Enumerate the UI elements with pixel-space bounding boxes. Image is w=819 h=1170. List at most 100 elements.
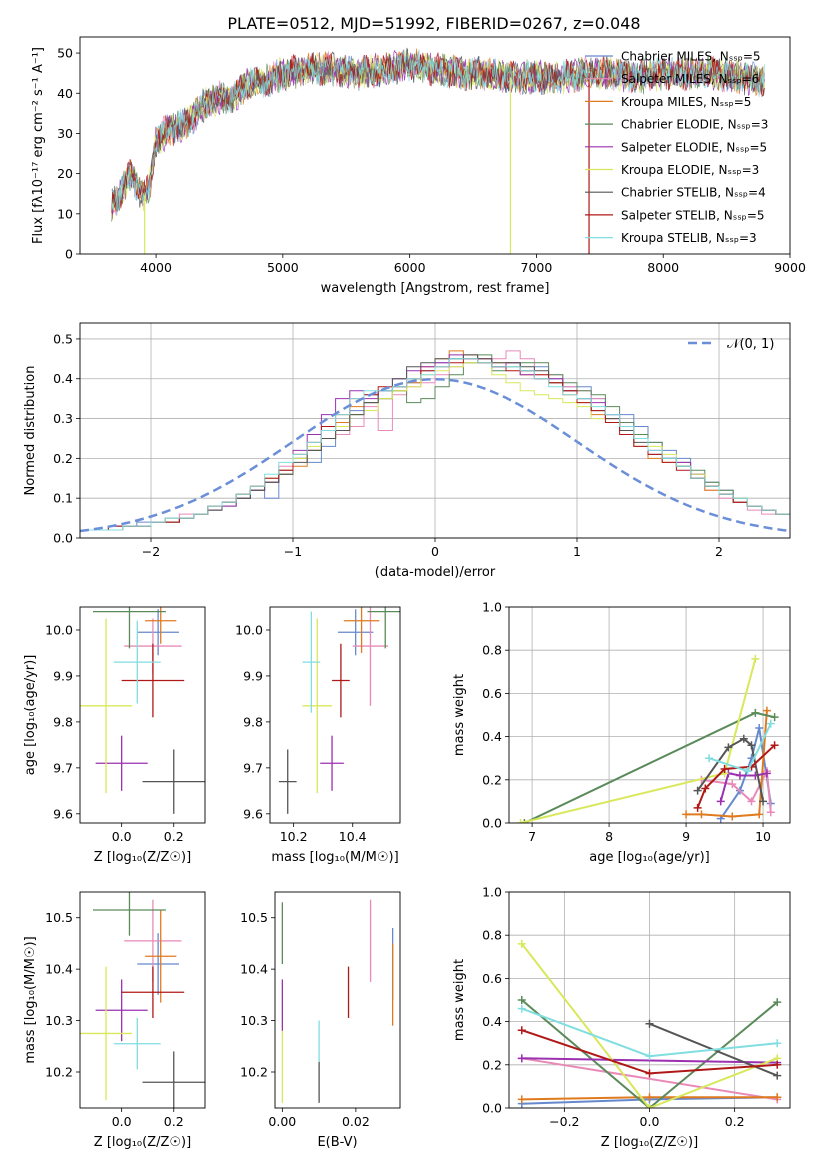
y-tick-label: 10.2: [45, 1065, 73, 1080]
axes-frame: [79, 606, 206, 824]
y-tick-label: 0.6: [482, 686, 502, 701]
weight-marker: [697, 810, 706, 819]
y-tick-label: 9.7: [243, 760, 263, 775]
weight-marker: [517, 1054, 526, 1063]
panel-age-vs-Z: 0.0 0.2 9.6 9.7 9.8 9.9 10.0 Z [log₁₀(Z/Z☉)] age…: [23, 606, 206, 865]
y-axis-label: age [log₁₀(age/yr)]: [23, 655, 38, 776]
y-tick-label: 0.0: [482, 816, 502, 831]
y-tick-label: 50: [57, 46, 73, 61]
y-tick-label: 0.0: [53, 531, 73, 546]
weight-marker: [716, 797, 725, 806]
weight-marker: [773, 1093, 782, 1102]
weight-marker: [728, 812, 737, 821]
y-tick-label: 0.4: [482, 729, 502, 744]
legend-entry: Salpeter MILES, Nₛₛₚ=6: [621, 72, 759, 86]
error-bar-point: [278, 749, 297, 814]
axes-frame: [269, 606, 401, 824]
weight-marker: [762, 706, 771, 715]
weight-marker: [770, 713, 779, 722]
error-bar-point: [137, 933, 179, 995]
x-tick-label: 8: [605, 829, 613, 844]
weight-marker: [645, 1093, 654, 1102]
histogram-series: [80, 362, 790, 531]
panel-mass-weight-vs-age: 7 8 9 10 0.0 0.2 0.4 0.6 0.8 1.0 age [log₁₀(age/yr…: [452, 600, 791, 865]
weight-marker: [755, 723, 764, 732]
y-tick-label: 10.5: [240, 910, 268, 925]
x-tick-label: −0.2: [549, 1114, 579, 1129]
y-axis-label: Flux [fλ10⁻¹⁷ erg cm⁻² s⁻¹ A⁻¹]: [31, 47, 46, 244]
weight-marker: [520, 819, 529, 823]
x-axis-label: Z [log₁₀(Z/Z☉)]: [94, 850, 191, 865]
y-tick-label: 10.4: [45, 962, 73, 977]
x-tick-label: 9: [682, 829, 690, 844]
weight-marker: [747, 741, 756, 750]
weight-marker: [773, 998, 782, 1007]
y-tick-label: 1.0: [482, 600, 502, 615]
x-tick-label: 8000: [647, 260, 679, 275]
error-bar-point: [302, 618, 333, 794]
weight-marker: [770, 741, 779, 750]
y-tick-label: 0: [65, 247, 73, 262]
weight-marker: [773, 1060, 782, 1069]
weight-marker: [645, 1104, 654, 1108]
plot-area: [516, 654, 779, 823]
x-axis-label: mass [log₁₀(M/M☉)]: [271, 850, 398, 865]
weight-marker: [516, 819, 525, 823]
weight-marker: [682, 810, 691, 819]
weight-marker: [755, 810, 764, 819]
plot-area: [80, 607, 205, 814]
y-tick-label: 10.5: [45, 910, 73, 925]
y-tick-label: 10: [57, 206, 73, 221]
error-bar-point: [343, 607, 380, 653]
x-axis-label: Z [log₁₀(Z/Z☉)]: [94, 1135, 191, 1150]
y-tick-label: 0.2: [482, 772, 502, 787]
y-tick-label: 0.3: [53, 411, 73, 426]
x-tick-label: 0.2: [164, 1114, 184, 1129]
legend-entry: Chabrier STELIB, Nₛₛₚ=4: [621, 186, 766, 200]
weight-marker: [693, 803, 702, 812]
y-tick-label: 0.6: [482, 971, 502, 986]
axes-frame: [508, 891, 791, 1109]
weight-marker: [724, 743, 733, 752]
legend-entry: Chabrier MILES, Nₛₛₚ=5: [621, 50, 761, 64]
error-bar-point: [93, 607, 166, 649]
error-bar-point: [121, 966, 185, 1018]
plot-area: [80, 350, 790, 533]
error-bar-point: [145, 607, 177, 644]
x-tick-label: 6000: [394, 260, 426, 275]
error-bar-point: [80, 618, 133, 794]
y-tick-label: 40: [57, 86, 73, 101]
y-tick-label: 0.8: [482, 928, 502, 943]
spectrum-line: [111, 50, 765, 212]
x-axis-label: age [log₁₀(age/yr)]: [589, 850, 710, 865]
weight-marker: [751, 708, 760, 717]
y-tick-label: 9.8: [53, 714, 73, 729]
plot-area: [111, 47, 765, 254]
legend-entry: Kroupa MILES, Nₛₛₚ=5: [621, 95, 751, 109]
y-tick-label: 9.7: [53, 760, 73, 775]
x-axis-label: E(B-V): [317, 1135, 357, 1150]
y-tick-label: 10.3: [240, 1013, 268, 1028]
y-tick-label: 0.4: [53, 371, 73, 386]
weight-marker: [645, 1019, 654, 1028]
x-tick-label: 0.02: [342, 1114, 370, 1129]
x-tick-label: −1: [284, 544, 302, 559]
y-tick-label: 20: [57, 166, 73, 181]
weight-marker: [517, 1004, 526, 1013]
x-tick-label: 0: [431, 544, 439, 559]
panel-age-vs-mass: 10.2 10.4 9.6 9.7 9.8 9.9 10.0 mass [log₁₀(M/M☉…: [235, 606, 401, 865]
y-tick-label: 10.0: [45, 622, 73, 637]
y-tick-label: 0.8: [482, 643, 502, 658]
weight-marker: [762, 769, 771, 778]
x-tick-label: 5000: [267, 260, 299, 275]
error-bar-point: [142, 1051, 205, 1108]
error-bar-point: [121, 643, 185, 718]
plot-area: [278, 607, 400, 814]
legend-entry: Kroupa STELIB, Nₛₛₚ=3: [621, 231, 757, 245]
legend-entry: 𝒩(0, 1): [727, 337, 774, 352]
error-bar-point: [352, 607, 389, 706]
x-tick-label: 10.2: [280, 829, 308, 844]
weight-marker: [751, 654, 760, 663]
y-axis-label: mass weight: [452, 959, 467, 1041]
weight-marker: [517, 939, 526, 948]
